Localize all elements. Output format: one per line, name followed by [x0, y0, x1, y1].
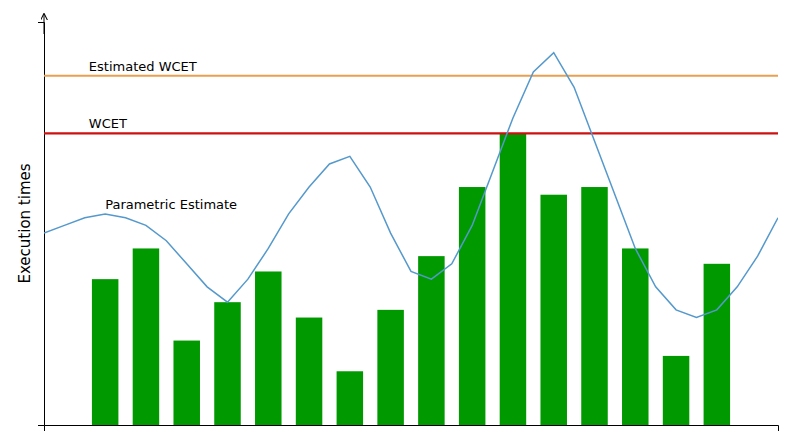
bar [622, 248, 649, 425]
annotation: Parametric Estimate [105, 197, 237, 212]
y-axis-title: Execution times [16, 163, 34, 283]
bar [540, 195, 567, 425]
bar [214, 302, 241, 425]
bar-series [92, 133, 730, 425]
bar [92, 279, 119, 425]
bar [377, 310, 404, 425]
bar [663, 356, 690, 425]
bar [459, 187, 486, 425]
marks [44, 53, 778, 425]
x-axis [45, 426, 779, 432]
reference-line-label: WCET [89, 116, 127, 131]
y-axis-line [38, 23, 45, 426]
bar [173, 341, 200, 425]
bar [337, 371, 364, 425]
line [44, 53, 778, 318]
plot-area: Estimated WCET WCET Parametric Estimate [38, 14, 779, 431]
bar [581, 187, 608, 425]
chart: Estimated WCET WCET Parametric Estimate Exe… [0, 0, 794, 445]
bar [418, 256, 445, 425]
bar [296, 318, 323, 425]
reference-line [44, 132, 778, 134]
x-axis-line [45, 426, 779, 432]
y-axis-arrow [44, 14, 45, 34]
bar [255, 271, 282, 425]
reference-line [44, 75, 778, 77]
bar [133, 248, 160, 425]
bar [500, 133, 527, 425]
y-axis [38, 23, 45, 426]
reference-line-label: Estimated WCET [89, 59, 197, 74]
bar [704, 264, 731, 425]
